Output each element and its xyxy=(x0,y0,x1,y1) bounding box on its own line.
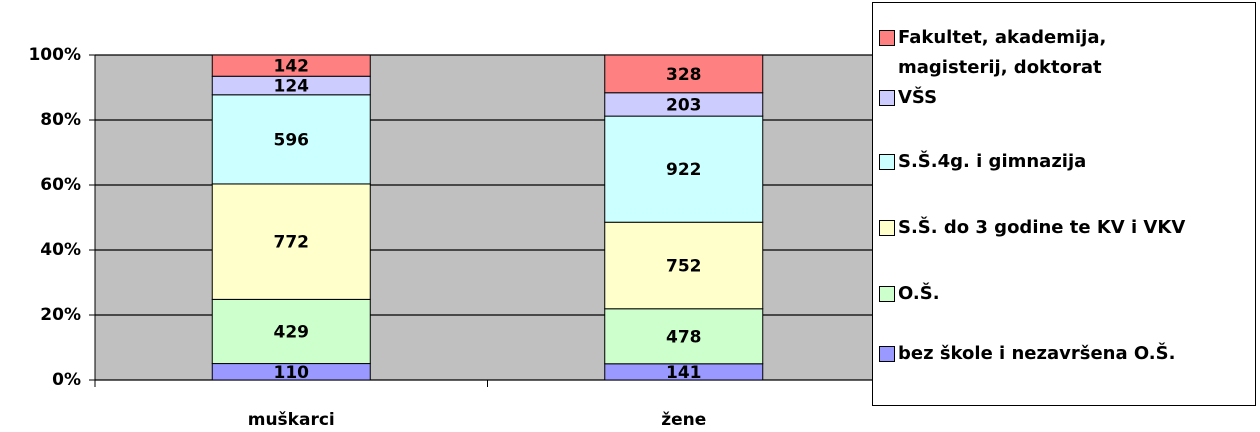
y-tick-label: 0% xyxy=(52,370,81,390)
bar-segment xyxy=(604,221,764,310)
data-label: 922 xyxy=(666,160,702,180)
x-tick-label: muškarci xyxy=(248,410,335,430)
legend-swatch xyxy=(879,154,895,170)
legend: bez škole i nezavršena O.Š. O.Š. S.Š. do 3… xyxy=(872,2,1256,406)
legend-swatch xyxy=(879,346,895,362)
legend-label: O.Š. xyxy=(898,283,940,304)
data-label: 752 xyxy=(666,256,702,276)
y-tick-label: 60% xyxy=(40,175,81,195)
legend-swatch xyxy=(879,90,895,106)
data-label: 124 xyxy=(274,77,310,97)
legend-item: Fakultet, akademija, magisterij, doktora… xyxy=(879,23,1249,83)
bar-segment xyxy=(211,54,371,77)
data-label: 141 xyxy=(666,363,702,383)
bar-segment xyxy=(211,298,371,365)
data-label: 772 xyxy=(274,233,310,253)
x-tick-label: žene xyxy=(661,410,706,430)
data-label: 596 xyxy=(274,130,310,150)
legend-item: S.Š. do 3 godine te KV i VKV xyxy=(879,213,1249,243)
legend-label: S.Š.4g. i gimnazija xyxy=(898,151,1087,172)
legend-label: VŠS xyxy=(898,87,938,108)
data-label: 203 xyxy=(666,95,702,115)
data-label: 110 xyxy=(274,363,310,383)
data-label: 478 xyxy=(666,327,702,347)
bar-segment xyxy=(211,183,371,300)
data-label: 429 xyxy=(274,322,310,342)
bar-segment xyxy=(604,308,764,365)
legend-swatch xyxy=(879,286,895,302)
y-tick-label: 20% xyxy=(40,305,81,325)
legend-swatch xyxy=(879,30,895,46)
legend-label: S.Š. do 3 godine te KV i VKV xyxy=(898,217,1186,238)
bar-segment xyxy=(604,115,764,223)
legend-item: S.Š.4g. i gimnazija xyxy=(879,147,1249,177)
legend-item: O.Š. xyxy=(879,279,1249,309)
data-label: 328 xyxy=(666,65,702,85)
y-tick-label: 100% xyxy=(28,45,81,65)
legend-label: bez škole i nezavršena O.Š. xyxy=(898,343,1176,364)
legend-item: bez škole i nezavršena O.Š. xyxy=(879,339,1249,369)
legend-label: Fakultet, akademija, magisterij, doktora… xyxy=(898,27,1107,78)
legend-swatch xyxy=(879,220,895,236)
data-label: 142 xyxy=(274,57,310,77)
y-tick-label: 40% xyxy=(40,240,81,260)
legend-item: VŠS xyxy=(879,83,1249,113)
bar-segment xyxy=(604,54,764,94)
bar-segment xyxy=(211,94,371,185)
y-tick-label: 80% xyxy=(40,110,81,130)
